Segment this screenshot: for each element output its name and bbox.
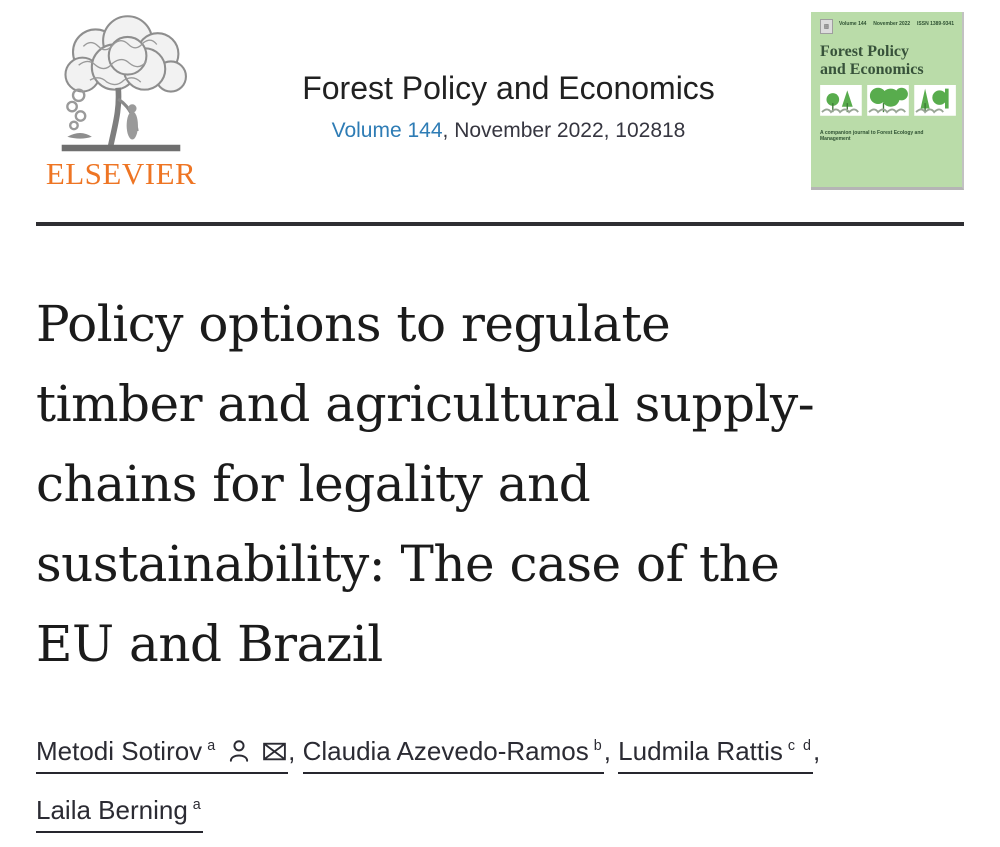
author-list: Metodi Sotirov a, Claudia Azevedo-Ramos b,… (36, 724, 964, 837)
journal-header: ELSEVIER Forest Policy and Economics Vol… (36, 0, 964, 198)
cover-top-label: Volume 144 (839, 21, 867, 27)
author-separator: , (288, 736, 303, 766)
cover-subtitle: A companion journal to Forest Ecology an… (820, 129, 924, 142)
author-name: Laila Berning (36, 794, 188, 825)
cover-top-row: ▩ Volume 144 November 2022 ISSN 1389-9341 (820, 19, 954, 34)
elsevier-logo-text: ELSEVIER (45, 156, 197, 191)
author-affiliation-sup: a (207, 738, 218, 755)
author-name: Metodi Sotirov (36, 736, 203, 766)
author-name: Ludmila Rattis (618, 736, 783, 766)
cover-title-line2: and Economics (820, 60, 924, 78)
title-line: chains for legality and (36, 455, 591, 513)
author-link[interactable]: Laila Berning a (36, 794, 203, 833)
cover-trees-icon (820, 84, 956, 128)
author-link[interactable]: Metodi Sotirov a (36, 736, 289, 774)
elsevier-logo: ELSEVIER (36, 8, 206, 189)
author-affiliation-sup: a (192, 796, 203, 813)
article-title: Policy options to regulate timber and agr… (36, 284, 964, 684)
cover-title-line1: Forest Policy (820, 43, 910, 60)
author-separator: , (603, 736, 619, 766)
title-line: timber and agricultural supply- (36, 375, 815, 433)
elsevier-tree-icon (36, 8, 206, 160)
author-affiliation-sup: c d (787, 738, 813, 755)
author-name: Claudia Azevedo-Ramos (302, 736, 589, 766)
header-divider (36, 222, 964, 226)
journal-title[interactable]: Forest Policy and Economics (302, 70, 715, 106)
issue-line: Volume 144, November 2022, 102818 (206, 119, 811, 143)
title-line: Policy options to regulate (36, 295, 671, 353)
envelope-icon[interactable] (261, 728, 288, 783)
issue-rest: , November 2022, 102818 (442, 118, 686, 142)
person-icon[interactable] (226, 728, 252, 783)
cover-top-label: ISSN 1389-9341 (917, 21, 954, 27)
journal-meta: Forest Policy and Economics Volume 144, … (206, 70, 811, 143)
author-link[interactable]: Claudia Azevedo-Ramos b (302, 736, 604, 774)
author-link[interactable]: Ludmila Rattis c d (618, 736, 813, 774)
cover-elsevier-mark-icon: ▩ (820, 19, 833, 34)
author-separator: , (812, 736, 821, 766)
cover-top-labels: Volume 144 November 2022 ISSN 1389-9341 (839, 19, 954, 27)
journal-cover[interactable]: ▩ Volume 144 November 2022 ISSN 1389-9341 … (811, 12, 964, 190)
title-line: sustainability: The case of the (36, 535, 780, 593)
title-line: EU and Brazil (36, 615, 383, 673)
volume-link[interactable]: Volume 144 (331, 118, 443, 142)
cover-title: Forest Policy and Economics (820, 43, 954, 79)
cover-top-label: November 2022 (873, 21, 911, 27)
author-affiliation-sup: b (593, 738, 604, 755)
